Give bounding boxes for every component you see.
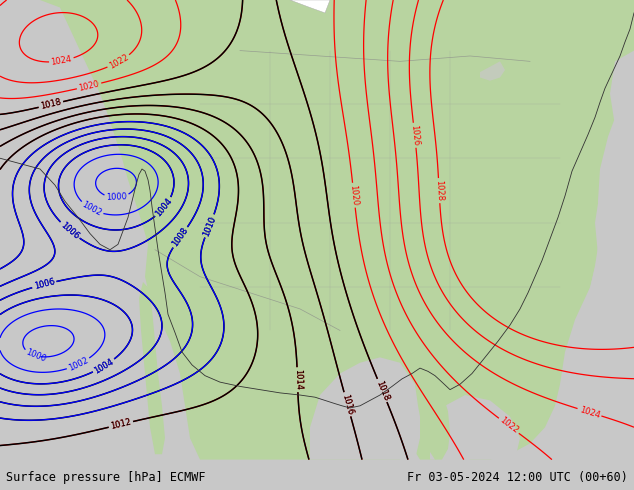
Text: 1008: 1008 — [171, 226, 190, 248]
Text: 1000: 1000 — [25, 348, 48, 364]
Text: 1004: 1004 — [93, 357, 115, 375]
Polygon shape — [139, 282, 165, 454]
Text: 1024: 1024 — [50, 55, 73, 67]
Text: 1004: 1004 — [154, 196, 174, 219]
Text: 1006: 1006 — [33, 277, 56, 292]
Text: 1016: 1016 — [340, 393, 354, 416]
Text: 1006: 1006 — [59, 220, 81, 241]
Text: Surface pressure [hPa] ECMWF: Surface pressure [hPa] ECMWF — [6, 471, 206, 484]
Text: 1022: 1022 — [107, 52, 130, 71]
Text: 1004: 1004 — [154, 196, 174, 219]
Text: 1004: 1004 — [93, 357, 115, 375]
Text: 1012: 1012 — [110, 417, 132, 431]
Text: 1002: 1002 — [81, 200, 103, 218]
Text: 1008: 1008 — [171, 226, 190, 248]
Text: 1018: 1018 — [374, 379, 391, 402]
Text: 1018: 1018 — [374, 379, 391, 402]
Text: Fr 03-05-2024 12:00 UTC (00+60): Fr 03-05-2024 12:00 UTC (00+60) — [407, 471, 628, 484]
Polygon shape — [430, 395, 520, 460]
Text: 1026: 1026 — [409, 124, 420, 146]
Text: 1018: 1018 — [39, 98, 62, 111]
Text: 1002: 1002 — [67, 356, 90, 373]
Text: 1020: 1020 — [78, 79, 100, 93]
Text: 1006: 1006 — [59, 220, 81, 241]
Text: 1024: 1024 — [578, 405, 601, 420]
Polygon shape — [0, 0, 634, 460]
Text: 1014: 1014 — [293, 369, 302, 391]
Text: 1016: 1016 — [340, 393, 354, 416]
Polygon shape — [530, 94, 634, 460]
Text: 1010: 1010 — [202, 215, 217, 237]
Text: 1022: 1022 — [498, 416, 520, 436]
Text: 1000: 1000 — [106, 193, 127, 202]
Text: 1010: 1010 — [202, 215, 217, 237]
Polygon shape — [290, 0, 330, 13]
Text: 1028: 1028 — [434, 180, 444, 201]
Text: 1012: 1012 — [110, 417, 132, 431]
Text: 1006: 1006 — [33, 277, 56, 292]
Text: 1014: 1014 — [293, 369, 302, 391]
Polygon shape — [0, 158, 60, 460]
Polygon shape — [480, 61, 505, 81]
Polygon shape — [310, 357, 420, 460]
Text: 1018: 1018 — [39, 98, 62, 111]
Text: 1020: 1020 — [348, 184, 359, 206]
Polygon shape — [415, 379, 450, 460]
